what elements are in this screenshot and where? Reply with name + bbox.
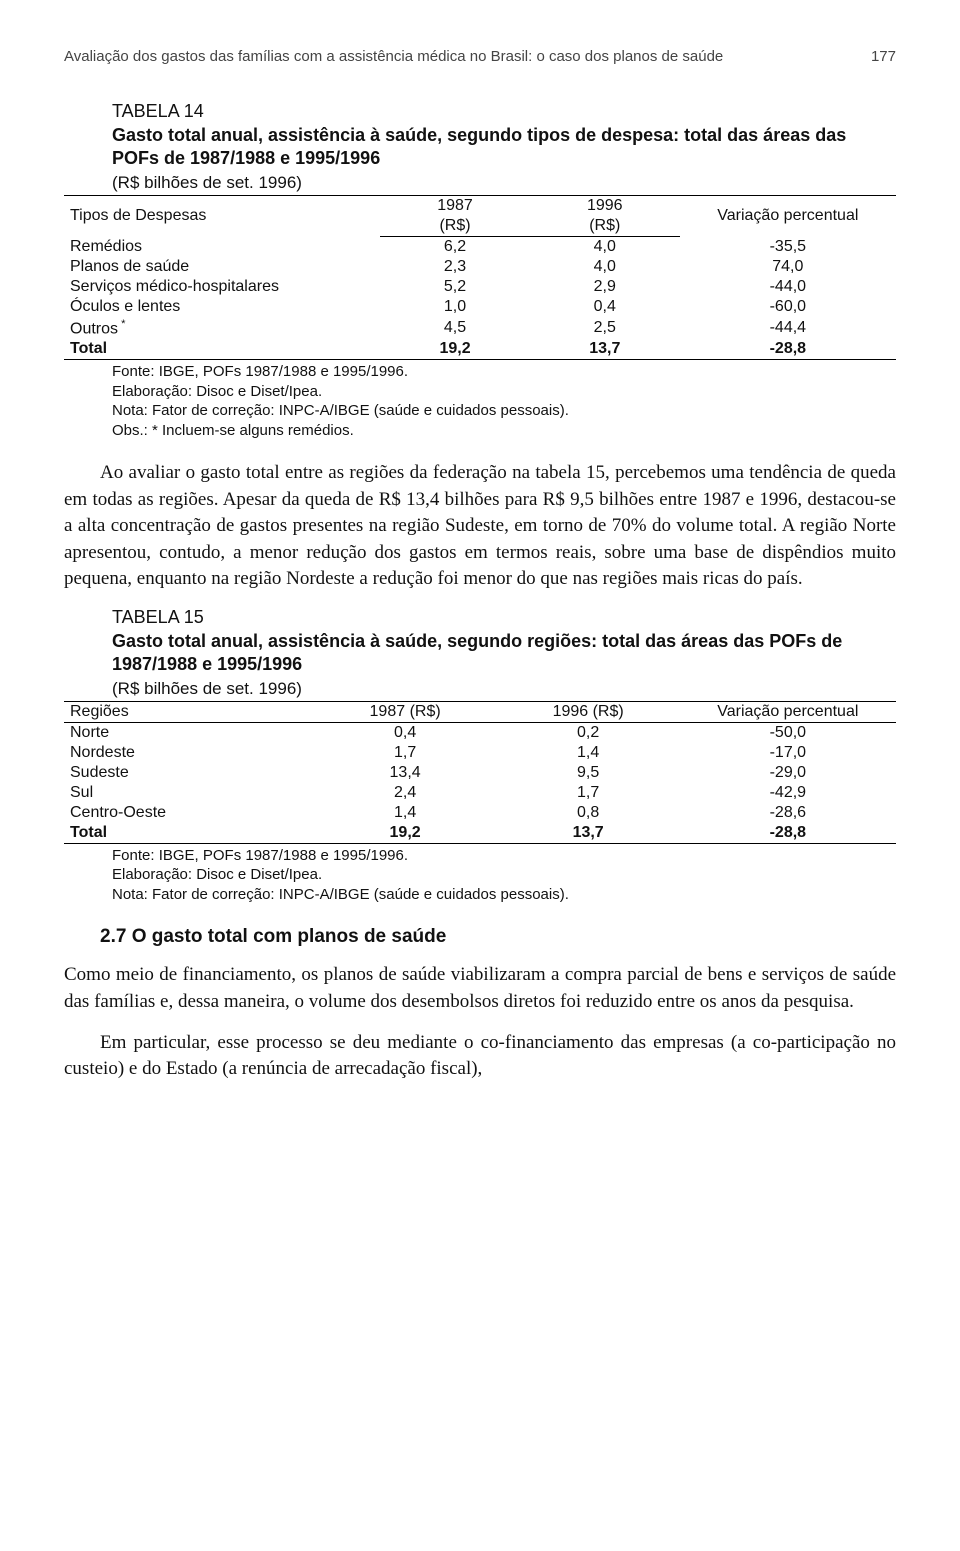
table-row-total: Total19,213,7-28,8: [64, 339, 896, 360]
row-value: 2,5: [530, 317, 680, 339]
row-value: -28,6: [680, 803, 896, 823]
running-header: Avaliação dos gastos das famílias com a …: [64, 48, 896, 65]
row-label: Nordeste: [64, 743, 314, 763]
table15: Regiões 1987 (R$) 1996 (R$) Variação per…: [64, 701, 896, 844]
row-label: Centro-Oeste: [64, 803, 314, 823]
table15-unit: (R$ bilhões de set. 1996): [112, 679, 896, 699]
row-value: -35,5: [680, 236, 896, 257]
row-label: Norte: [64, 722, 314, 743]
row-value: 0,2: [497, 722, 680, 743]
table-row: Nordeste1,71,4-17,0: [64, 743, 896, 763]
table-row: Centro-Oeste1,40,8-28,6: [64, 803, 896, 823]
table-note-line: Elaboração: Disoc e Diset/Ipea.: [112, 865, 896, 885]
row-value: 13,4: [314, 763, 497, 783]
row-value: 1,7: [314, 743, 497, 763]
row-value: 13,7: [497, 823, 680, 844]
table-note-line: Nota: Fator de correção: INPC-A/IBGE (sa…: [112, 885, 896, 905]
row-label: Planos de saúde: [64, 257, 380, 277]
paragraph-2: Como meio de financiamento, os planos de…: [64, 962, 896, 1015]
row-value: 1,0: [380, 297, 530, 317]
table15-caption: Gasto total anual, assistência à saúde, …: [112, 630, 896, 677]
row-value: 9,5: [497, 763, 680, 783]
t15-h-col3: Variação percentual: [680, 701, 896, 722]
table-row: Sudeste13,49,5-29,0: [64, 763, 896, 783]
t14-h-col1-sub: (R$): [380, 216, 530, 237]
row-label: Sudeste: [64, 763, 314, 783]
row-value: 19,2: [314, 823, 497, 844]
row-value: 13,7: [530, 339, 680, 360]
t14-h-col1-top: 1987: [380, 195, 530, 216]
table-row: Serviços médico-hospitalares5,22,9-44,0: [64, 277, 896, 297]
row-value: 2,3: [380, 257, 530, 277]
row-value: 0,4: [314, 722, 497, 743]
table14-caption: Gasto total anual, assistência à saúde, …: [112, 124, 896, 171]
running-title: Avaliação dos gastos das famílias com a …: [64, 48, 847, 65]
row-value: -50,0: [680, 722, 896, 743]
row-value: 6,2: [380, 236, 530, 257]
table-row: Outros *4,52,5-44,4: [64, 317, 896, 339]
row-label: Serviços médico-hospitalares: [64, 277, 380, 297]
table-note-line: Fonte: IBGE, POFs 1987/1988 e 1995/1996.: [112, 362, 896, 382]
table15-notes: Fonte: IBGE, POFs 1987/1988 e 1995/1996.…: [112, 846, 896, 905]
row-value: -42,9: [680, 783, 896, 803]
paragraph-1: Ao avaliar o gasto total entre as regiõe…: [64, 460, 896, 593]
t15-h-col0: Regiões: [64, 701, 314, 722]
row-value: -29,0: [680, 763, 896, 783]
row-value: 2,4: [314, 783, 497, 803]
table14-label: TABELA 14: [112, 101, 896, 122]
table14-notes: Fonte: IBGE, POFs 1987/1988 e 1995/1996.…: [112, 362, 896, 440]
row-value: 4,0: [530, 236, 680, 257]
row-value: -28,8: [680, 823, 896, 844]
row-value: 4,5: [380, 317, 530, 339]
t15-h-col1: 1987 (R$): [314, 701, 497, 722]
row-value: 0,4: [530, 297, 680, 317]
row-value: 2,9: [530, 277, 680, 297]
row-label: Total: [64, 339, 380, 360]
table-note-line: Elaboração: Disoc e Diset/Ipea.: [112, 382, 896, 402]
table-row: Norte0,40,2-50,0: [64, 722, 896, 743]
table-note-line: Fonte: IBGE, POFs 1987/1988 e 1995/1996.: [112, 846, 896, 866]
row-value: 4,0: [530, 257, 680, 277]
table-row: Planos de saúde2,34,074,0: [64, 257, 896, 277]
row-value: -44,4: [680, 317, 896, 339]
table-note-line: Nota: Fator de correção: INPC-A/IBGE (sa…: [112, 401, 896, 421]
paragraph-3: Em particular, esse processo se deu medi…: [64, 1030, 896, 1083]
t14-h-col3: Variação percentual: [680, 195, 896, 236]
row-label: Remédios: [64, 236, 380, 257]
table-row-total: Total19,213,7-28,8: [64, 823, 896, 844]
row-label: Sul: [64, 783, 314, 803]
row-value: 0,8: [497, 803, 680, 823]
table14: Tipos de Despesas 1987 1996 Variação per…: [64, 195, 896, 360]
table-row: Remédios6,24,0-35,5: [64, 236, 896, 257]
row-label: Outros *: [64, 317, 380, 339]
table15-block: TABELA 15 Gasto total anual, assistência…: [64, 607, 896, 904]
page-number: 177: [871, 48, 896, 65]
t14-h-col0: Tipos de Despesas: [64, 195, 380, 236]
table-note-line: Obs.: * Incluem-se alguns remédios.: [112, 421, 896, 441]
row-label: Óculos e lentes: [64, 297, 380, 317]
row-value: 1,7: [497, 783, 680, 803]
row-value: 19,2: [380, 339, 530, 360]
section-heading-2-7: 2.7 O gasto total com planos de saúde: [100, 926, 896, 948]
table-row: Óculos e lentes1,00,4-60,0: [64, 297, 896, 317]
row-value: 5,2: [380, 277, 530, 297]
row-value: 74,0: [680, 257, 896, 277]
table14-block: TABELA 14 Gasto total anual, assistência…: [64, 101, 896, 440]
row-label: Total: [64, 823, 314, 844]
table14-unit: (R$ bilhões de set. 1996): [112, 173, 896, 193]
row-value: -60,0: [680, 297, 896, 317]
table15-label: TABELA 15: [112, 607, 896, 628]
row-value: 1,4: [314, 803, 497, 823]
row-value: -17,0: [680, 743, 896, 763]
row-value: -44,0: [680, 277, 896, 297]
t15-h-col2: 1996 (R$): [497, 701, 680, 722]
table-row: Sul2,41,7-42,9: [64, 783, 896, 803]
row-value: 1,4: [497, 743, 680, 763]
t14-h-col2-top: 1996: [530, 195, 680, 216]
t14-h-col2-sub: (R$): [530, 216, 680, 237]
row-value: -28,8: [680, 339, 896, 360]
